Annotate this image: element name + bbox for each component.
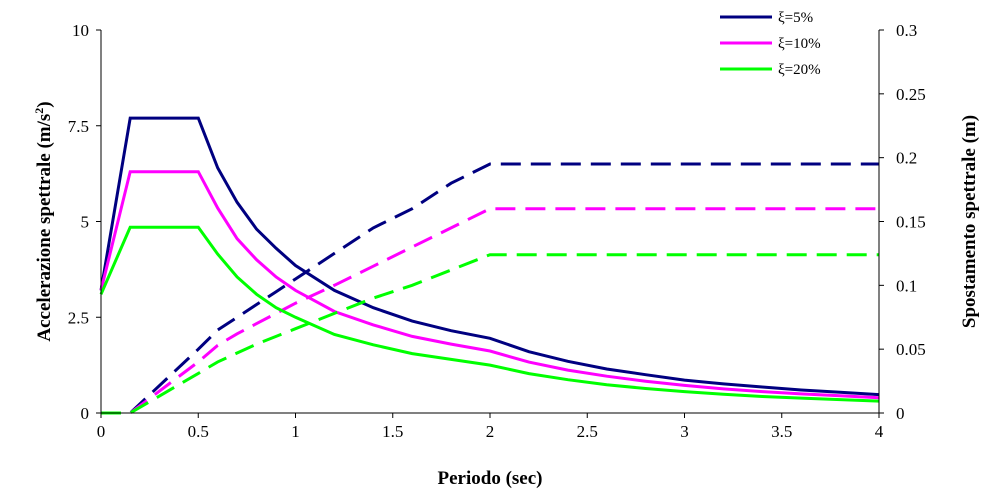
left-y-axis-title-sup: 2 xyxy=(32,108,46,114)
left-y-axis-title: Accelerazione spettrale (m/s2) xyxy=(32,101,55,341)
right-y-tick-label: 0 xyxy=(896,404,905,423)
series-2-displacement-line xyxy=(101,207,879,415)
left-y-axis-title-close: ) xyxy=(34,101,55,107)
series-1-displacement-line xyxy=(101,162,879,415)
left-y-axis-title-main: Accelerazione spettrale (m/s xyxy=(34,114,55,342)
axes-layer xyxy=(100,30,880,414)
right-y-tick-label: 0.1 xyxy=(896,276,917,295)
left-y-tick-label: 0 xyxy=(81,404,90,423)
x-tick-label: 0 xyxy=(97,422,106,441)
left-y-tick-label: 10 xyxy=(72,21,89,40)
x-tick-label: 3.5 xyxy=(771,422,792,441)
series-2-acceleration-line xyxy=(99,170,880,400)
x-tick-label: 3 xyxy=(680,422,689,441)
legend: ξ=5% ξ=10% ξ=20% xyxy=(720,10,821,78)
left-y-tick-label: 5 xyxy=(81,213,90,232)
series-3-acceleration-line xyxy=(99,225,880,403)
series-layer xyxy=(99,116,880,415)
legend-label: ξ=10% xyxy=(778,36,821,52)
legend-label: ξ=20% xyxy=(778,62,821,78)
left-y-tick-label: 7.5 xyxy=(68,117,89,136)
x-tick-label: 1.5 xyxy=(382,422,403,441)
ticks-layer: 0 0.5 1 1.5 2 2.5 3 3.5 402.557.51000.050.10.150… xyxy=(68,21,926,441)
right-y-tick-label: 0.25 xyxy=(896,85,926,104)
x-tick-label: 2 xyxy=(486,422,495,441)
right-y-tick-label: 0.3 xyxy=(896,21,917,40)
legend-label: ξ=5% xyxy=(778,10,813,26)
x-tick-label: 1 xyxy=(291,422,300,441)
right-y-tick-label: 0.2 xyxy=(896,149,917,168)
x-tick-label: 2.5 xyxy=(577,422,598,441)
series-3-displacement-line xyxy=(101,253,879,415)
x-tick-label: 0.5 xyxy=(188,422,209,441)
right-y-tick-label: 0.05 xyxy=(896,340,926,359)
x-tick-label: 4 xyxy=(875,422,884,441)
x-axis-title: Periodo (sec) xyxy=(438,468,543,489)
left-y-tick-label: 2.5 xyxy=(68,308,89,327)
right-y-axis-title: Spostamento spettrale (m) xyxy=(959,115,980,328)
right-y-tick-label: 0.15 xyxy=(896,213,926,232)
series-1-acceleration-line xyxy=(99,116,880,397)
